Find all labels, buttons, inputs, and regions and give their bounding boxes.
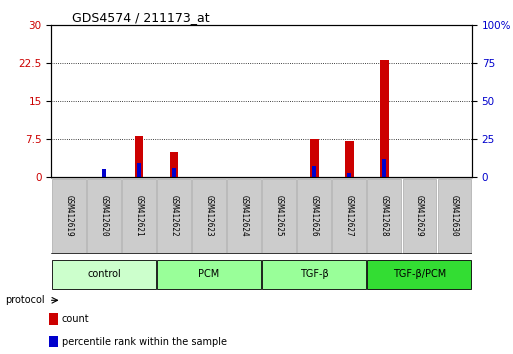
- Text: GSM412622: GSM412622: [169, 195, 179, 237]
- Bar: [403, 178, 436, 253]
- Bar: [380, 60, 389, 177]
- Bar: [262, 178, 296, 253]
- Bar: [49, 313, 58, 325]
- Text: PCM: PCM: [199, 269, 220, 279]
- Text: GSM412623: GSM412623: [205, 195, 213, 237]
- Text: protocol: protocol: [5, 295, 45, 305]
- Bar: [262, 260, 366, 289]
- Text: GSM412621: GSM412621: [134, 195, 144, 237]
- Text: GSM412620: GSM412620: [100, 195, 108, 237]
- Text: TGF-β: TGF-β: [300, 269, 329, 279]
- Text: count: count: [62, 314, 89, 324]
- Text: GDS4574 / 211173_at: GDS4574 / 211173_at: [72, 11, 210, 24]
- Bar: [157, 178, 191, 253]
- Bar: [332, 178, 366, 253]
- Text: GSM412627: GSM412627: [345, 195, 354, 237]
- Bar: [367, 260, 471, 289]
- Bar: [347, 173, 351, 177]
- Bar: [192, 178, 226, 253]
- Bar: [157, 260, 261, 289]
- Text: GSM412630: GSM412630: [450, 195, 459, 237]
- Bar: [52, 178, 86, 253]
- Bar: [298, 178, 331, 253]
- Text: percentile rank within the sample: percentile rank within the sample: [62, 337, 227, 347]
- Bar: [49, 336, 58, 348]
- Bar: [382, 160, 386, 177]
- Text: control: control: [87, 269, 121, 279]
- Bar: [170, 152, 179, 177]
- Bar: [122, 178, 156, 253]
- Text: GSM412625: GSM412625: [274, 195, 284, 237]
- Text: GSM412628: GSM412628: [380, 195, 389, 237]
- Text: GSM412629: GSM412629: [415, 195, 424, 237]
- Bar: [87, 178, 121, 253]
- Bar: [137, 163, 141, 177]
- Bar: [227, 178, 261, 253]
- Bar: [367, 178, 401, 253]
- Bar: [310, 139, 319, 177]
- Text: TGF-β/PCM: TGF-β/PCM: [393, 269, 446, 279]
- Bar: [172, 168, 176, 177]
- Text: GSM412619: GSM412619: [64, 195, 73, 237]
- Bar: [52, 260, 156, 289]
- Bar: [345, 142, 353, 177]
- Bar: [438, 178, 471, 253]
- Bar: [312, 166, 317, 177]
- Bar: [134, 136, 143, 177]
- Text: GSM412624: GSM412624: [240, 195, 249, 237]
- Text: GSM412626: GSM412626: [310, 195, 319, 237]
- Bar: [102, 170, 106, 177]
